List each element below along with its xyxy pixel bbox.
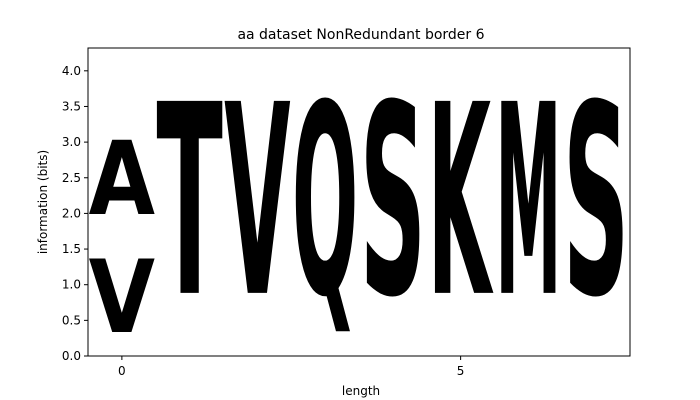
plot-frame xyxy=(87,47,631,357)
logo-letter-k-pos-5: K xyxy=(427,48,493,355)
logo-letter-t-pos-1: T xyxy=(156,49,222,355)
y-tick-label: 1.5 xyxy=(62,242,81,256)
logo-glyphs: VA T V Q S K M S xyxy=(89,48,630,356)
logo-letter-a-pos-0: A xyxy=(89,121,156,239)
logo-letter-q-pos-3: Q xyxy=(292,49,358,355)
y-tick-label: 0.0 xyxy=(62,349,81,363)
y-axis: 0.0 0.5 1.0 1.5 2.0 2.5 3.0 3.5 4.0 xyxy=(62,64,88,363)
y-tick-label: 2.0 xyxy=(62,206,81,220)
logo-letter-v-pos-0: V xyxy=(89,239,155,356)
y-tick-label: 3.0 xyxy=(62,135,81,149)
y-tick-label: 1.0 xyxy=(62,278,81,292)
logo-letter-s-pos-7: S xyxy=(563,49,629,356)
y-tick-label: 0.5 xyxy=(62,313,81,327)
y-tick-label: 3.5 xyxy=(62,99,81,113)
y-tick-label: 4.0 xyxy=(62,64,81,78)
x-tick-label: 5 xyxy=(457,364,465,378)
x-tick-label: 0 xyxy=(118,364,126,378)
x-axis-label: length xyxy=(342,384,380,398)
logo-letter-s-pos-4: S xyxy=(360,49,426,356)
y-axis-label: information (bits) xyxy=(36,150,50,254)
logo-letter-m-pos-6: M xyxy=(495,50,561,356)
logo-letter-v-pos-2: V xyxy=(224,49,290,356)
y-tick-label: 2.5 xyxy=(62,171,81,185)
chart-title: aa dataset NonRedundant border 6 xyxy=(237,27,484,43)
